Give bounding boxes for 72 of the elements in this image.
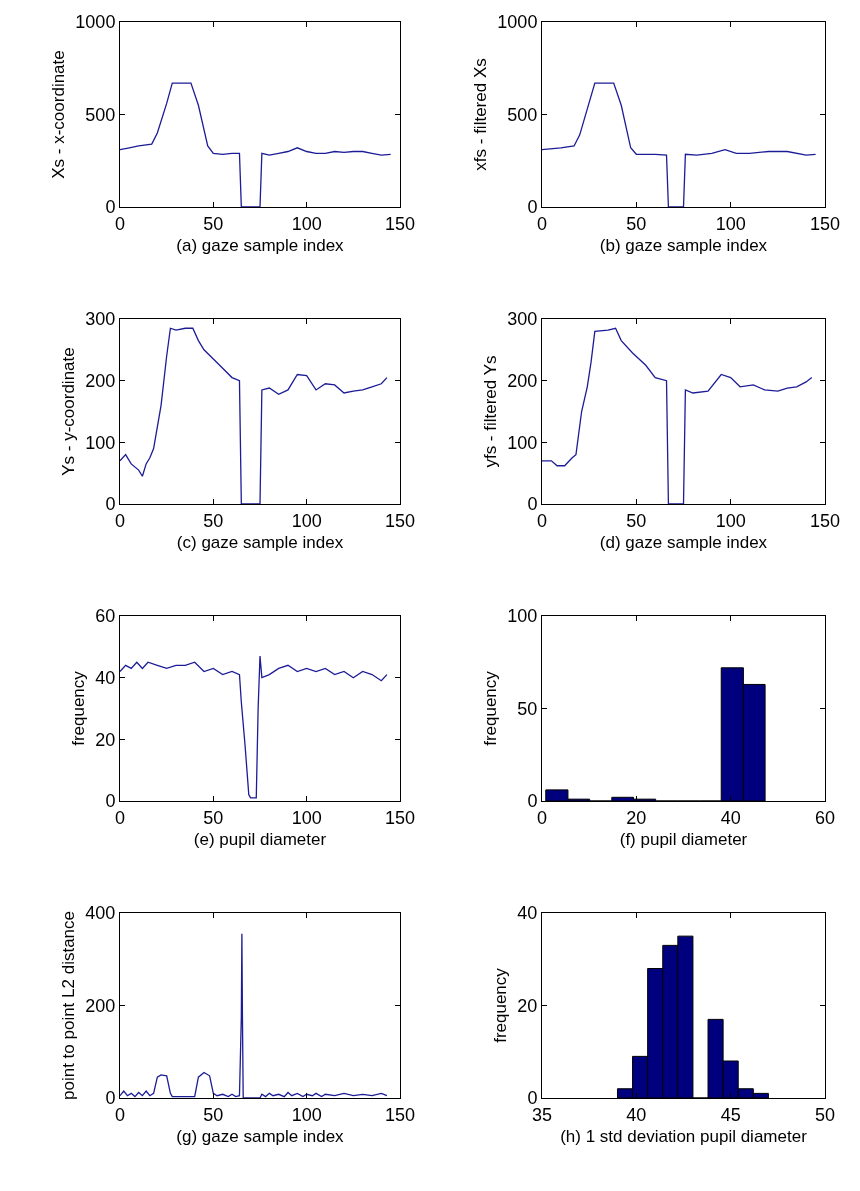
y-tick-label: 60	[95, 606, 116, 627]
x-tick-label: 20	[626, 807, 647, 828]
y-tick-label: 1000	[497, 12, 538, 33]
x-axis-title: (h) 1 std deviation pupil diameter	[560, 1127, 808, 1146]
line-series	[542, 327, 813, 504]
x-tick-label: 100	[291, 1104, 322, 1125]
x-tick-label: 100	[291, 807, 322, 828]
line-series	[120, 327, 388, 504]
y-tick-label: 1000	[75, 12, 116, 33]
x-tick-label: 50	[626, 213, 647, 234]
x-axis-title: (g) gaze sample index	[176, 1127, 345, 1146]
y-tick-label: 0	[105, 791, 116, 812]
x-tick-label: 150	[384, 1104, 416, 1125]
x-axis-title: (f) pupil diameter	[619, 830, 748, 849]
x-tick-label: 100	[291, 213, 322, 234]
y-tick-label: 200	[85, 995, 116, 1016]
y-tick-label: 500	[507, 104, 538, 125]
line-series	[120, 933, 388, 1098]
line-series	[120, 82, 392, 207]
y-tick-label: 100	[507, 432, 538, 453]
y-tick-label: 20	[95, 729, 116, 750]
x-tick-label: 150	[384, 510, 416, 531]
line-series	[542, 82, 817, 207]
y-tick-label: 200	[507, 370, 538, 391]
x-tick-label: 50	[814, 1104, 836, 1125]
x-axis-title: (a) gaze sample index	[176, 236, 345, 255]
x-tick-label: 50	[626, 510, 647, 531]
y-tick-label: 100	[507, 606, 538, 627]
y-axis-title: frequency	[480, 670, 500, 746]
y-axis-title: frequency	[490, 967, 510, 1043]
y-tick-label: 400	[85, 903, 116, 924]
x-axis-title: (d) gaze sample index	[599, 533, 768, 552]
y-axis-title: Ys - y-coordinate	[58, 347, 78, 476]
y-tick-label: 500	[85, 104, 116, 125]
x-tick-label: 150	[809, 213, 841, 234]
y-tick-label: 300	[85, 309, 116, 330]
x-tick-label: 150	[384, 213, 416, 234]
y-tick-label: 300	[507, 309, 538, 330]
y-tick-label: 0	[527, 494, 538, 515]
x-axis-title: (c) gaze sample index	[176, 533, 344, 552]
x-tick-label: 40	[626, 1104, 647, 1125]
x-tick-label: 40	[720, 807, 741, 828]
y-axis-title: frequency	[68, 670, 88, 746]
y-tick-label: 40	[95, 667, 116, 688]
x-tick-label: 50	[203, 213, 224, 234]
y-tick-label: 0	[527, 791, 538, 812]
x-tick-label: 150	[809, 510, 841, 531]
x-tick-label: 50	[203, 510, 224, 531]
y-axis-title: yfs - filtered Ys	[480, 355, 500, 468]
y-tick-label: 0	[105, 1088, 116, 1109]
y-tick-label: 50	[517, 698, 538, 719]
y-tick-label: 200	[85, 370, 116, 391]
x-tick-label: 60	[814, 807, 836, 828]
y-tick-label: 0	[105, 494, 116, 515]
x-tick-label: 100	[291, 510, 322, 531]
y-axis-title: point to point L2 distance	[58, 910, 78, 1101]
y-axis-title: Xs - x-coordinate	[48, 50, 68, 179]
x-axis-title: (e) pupil diameter	[193, 830, 327, 849]
x-axis-title: (b) gaze sample index	[599, 236, 768, 255]
y-tick-label: 40	[517, 903, 538, 924]
y-axis-title: xfs - filtered Xs	[470, 58, 490, 171]
x-tick-label: 50	[203, 1104, 224, 1125]
x-tick-label: 100	[715, 213, 746, 234]
y-tick-label: 20	[517, 995, 538, 1016]
x-tick-label: 50	[203, 807, 224, 828]
x-tick-label: 150	[384, 807, 416, 828]
x-tick-label: 100	[715, 510, 746, 531]
line-series	[120, 655, 388, 799]
y-tick-label: 0	[105, 197, 116, 218]
x-tick-label: 45	[720, 1104, 741, 1125]
y-tick-label: 0	[527, 197, 538, 218]
y-tick-label: 100	[85, 432, 116, 453]
